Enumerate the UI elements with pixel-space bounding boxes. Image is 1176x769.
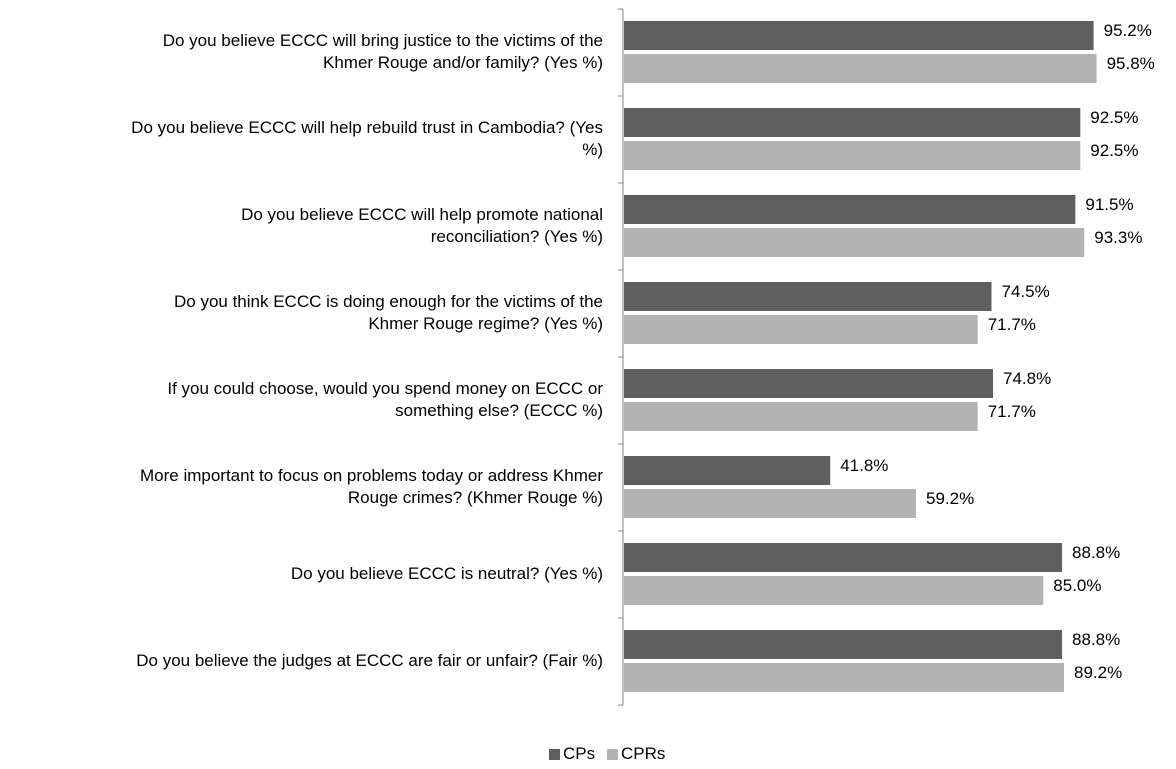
category-label: Khmer Rouge and/or family? (Yes %)	[323, 53, 603, 72]
category-label: Khmer Rouge regime? (Yes %)	[368, 314, 603, 333]
data-label-cprs-3: 93.3%	[1094, 228, 1142, 247]
data-label-cps-3: 91.5%	[1085, 195, 1133, 214]
data-label-cps-7: 88.8%	[1072, 543, 1120, 562]
legend-label-cprs: CPRs	[621, 744, 665, 763]
data-label-cprs-6: 59.2%	[926, 489, 974, 508]
data-label-cprs-8: 89.2%	[1074, 663, 1122, 682]
data-label-cprs-5: 71.7%	[988, 402, 1036, 421]
bar-cprs-2	[624, 141, 1081, 170]
bar-cprs-5	[624, 402, 978, 431]
legend-swatch-cps	[549, 749, 560, 760]
category-label: Do you believe ECCC will bring justice t…	[163, 31, 603, 50]
data-label-cps-1: 95.2%	[1104, 21, 1152, 40]
bar-cps-4	[624, 282, 992, 311]
category-label: Rouge crimes? (Khmer Rouge %)	[348, 488, 603, 507]
bar-cps-3	[624, 195, 1076, 224]
data-label-cprs-4: 71.7%	[988, 315, 1036, 334]
bar-cprs-1	[624, 54, 1097, 83]
data-label-cps-2: 92.5%	[1090, 108, 1138, 127]
category-label: Do you think ECCC is doing enough for th…	[174, 292, 603, 311]
data-label-cps-4: 74.5%	[1002, 282, 1050, 301]
category-label: Do you believe ECCC will help rebuild tr…	[131, 118, 603, 137]
category-label: Do you believe ECCC will help promote na…	[241, 205, 603, 224]
category-label: reconciliation? (Yes %)	[431, 227, 603, 246]
bar-cps-2	[624, 108, 1081, 137]
category-label: If you could choose, would you spend mon…	[167, 379, 603, 398]
data-label-cprs-7: 85.0%	[1053, 576, 1101, 595]
legend-swatch-cprs	[607, 749, 618, 760]
bar-cprs-7	[624, 576, 1044, 605]
category-label: %)	[582, 140, 603, 159]
bar-cps-5	[624, 369, 993, 398]
bar-cprs-3	[624, 228, 1085, 257]
data-label-cprs-2: 92.5%	[1090, 141, 1138, 160]
bar-cps-6	[624, 456, 831, 485]
legend-label-cps: CPs	[563, 744, 595, 763]
bar-cprs-4	[624, 315, 978, 344]
data-label-cprs-1: 95.8%	[1107, 54, 1155, 73]
bar-cprs-8	[624, 663, 1065, 692]
bar-cps-7	[624, 543, 1063, 572]
category-label: something else? (ECCC %)	[395, 401, 603, 420]
data-label-cps-8: 88.8%	[1072, 630, 1120, 649]
bar-cprs-6	[624, 489, 917, 518]
bar-cps-1	[624, 21, 1094, 50]
data-label-cps-6: 41.8%	[840, 456, 888, 475]
bar-cps-8	[624, 630, 1063, 659]
category-label: Do you believe ECCC is neutral? (Yes %)	[291, 564, 603, 583]
category-label: More important to focus on problems toda…	[140, 466, 603, 485]
data-label-cps-5: 74.8%	[1003, 369, 1051, 388]
category-label: Do you believe the judges at ECCC are fa…	[136, 651, 603, 670]
